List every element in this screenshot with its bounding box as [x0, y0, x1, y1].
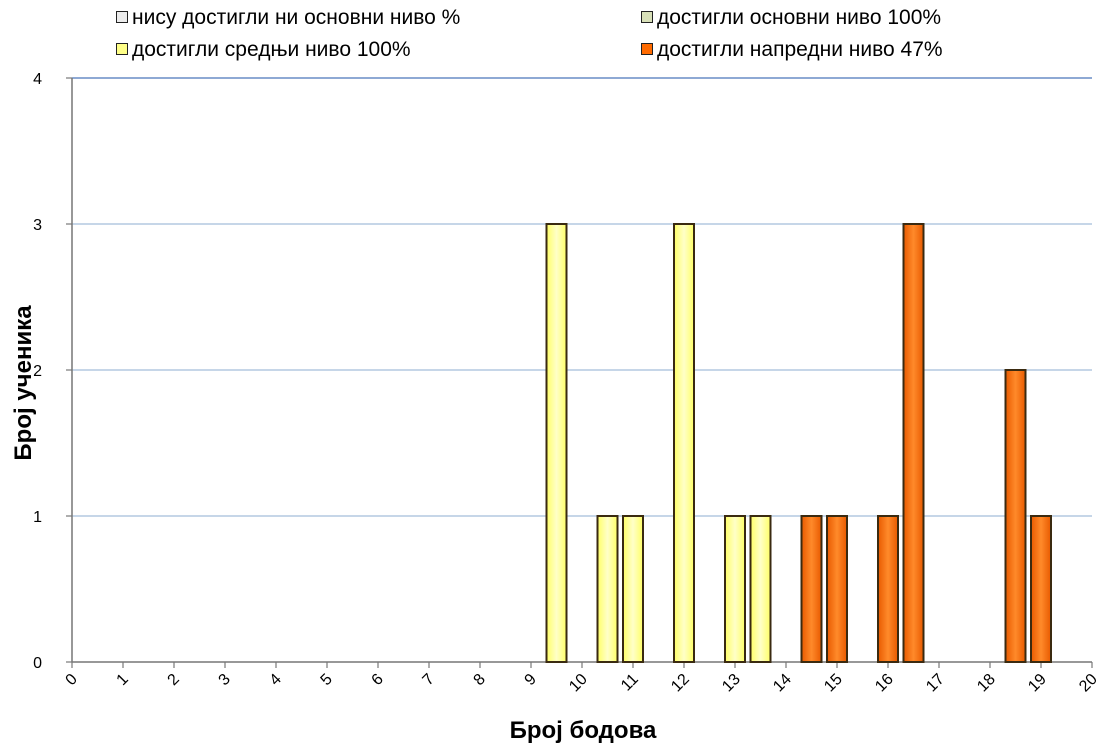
grid-lines — [72, 77, 1092, 517]
axes — [66, 77, 1093, 668]
x-tick-label-15: 15 — [821, 671, 846, 696]
x-tick-label-9: 9 — [522, 671, 540, 689]
y-tick-label-4: 4 — [33, 71, 42, 88]
bar-series3-5 — [1030, 515, 1052, 663]
y-tick-label-0: 0 — [33, 655, 42, 672]
legend-item-advanced: достигли напредни ниво 47% — [641, 38, 943, 62]
x-tick-label-14: 14 — [770, 671, 795, 696]
legend-swatch-not-reached — [116, 11, 128, 23]
legend-item-not-reached: нису достигли ни основни ниво % — [116, 6, 460, 30]
bar-series2-5 — [749, 515, 772, 663]
x-tick-label-16: 16 — [872, 671, 897, 696]
x-tick-label-20: 20 — [1076, 671, 1096, 696]
x-tick-label-6: 6 — [369, 671, 387, 689]
x-tick-label-18: 18 — [974, 671, 999, 696]
x-tick-label-13: 13 — [719, 671, 744, 696]
x-tick-label-0: 0 — [63, 671, 81, 689]
legend-label-not-reached: нису достигли ни основни ниво % — [132, 6, 461, 29]
bar-series2-1 — [596, 515, 619, 663]
x-tick-label-1: 1 — [114, 671, 132, 689]
x-tick-label-5: 5 — [318, 671, 336, 689]
bar-series2-0 — [545, 223, 568, 663]
y-tick-label-3: 3 — [33, 217, 42, 234]
bar-series2-3 — [673, 223, 695, 663]
x-axis-title: Број бодова — [510, 717, 657, 744]
bar-series2-2 — [622, 515, 644, 663]
legend-swatch-advanced — [641, 43, 653, 55]
x-tick-label-8: 8 — [471, 671, 489, 689]
y-axis-title: Број ученика — [10, 305, 37, 461]
legend-item-intermediate: достигли средњи ниво 100% — [116, 38, 411, 62]
x-tick-label-7: 7 — [420, 671, 438, 689]
bar-series3-0 — [800, 515, 823, 663]
legend-item-basic: достигли основни ниво 100% — [641, 6, 941, 30]
x-tick-label-11: 11 — [618, 671, 642, 695]
bar-series3-3 — [902, 223, 925, 663]
bar-series3-4 — [1004, 369, 1027, 663]
x-tick-label-17: 17 — [923, 671, 948, 696]
x-tick-label-2: 2 — [165, 671, 183, 689]
legend-swatch-intermediate — [116, 43, 128, 55]
legend-label-intermediate: достигли средњи ниво 100% — [132, 38, 411, 61]
x-tick-label-19: 19 — [1025, 671, 1050, 696]
legend-label-advanced: достигли напредни ниво 47% — [657, 38, 943, 61]
y-tick-label-2: 2 — [33, 363, 42, 380]
y-tick-label-1: 1 — [33, 509, 42, 526]
bar-series2-4 — [724, 515, 746, 663]
bar-series3-1 — [826, 515, 848, 663]
legend-swatch-basic — [641, 11, 653, 23]
x-tick-label-3: 3 — [216, 671, 234, 689]
bars — [545, 223, 1052, 663]
x-tick-label-12: 12 — [668, 671, 693, 696]
x-tick-label-4: 4 — [267, 671, 285, 689]
bar-series3-2 — [877, 515, 899, 663]
legend-label-basic: достигли основни ниво 100% — [657, 6, 942, 29]
x-tick-label-10: 10 — [566, 671, 591, 696]
